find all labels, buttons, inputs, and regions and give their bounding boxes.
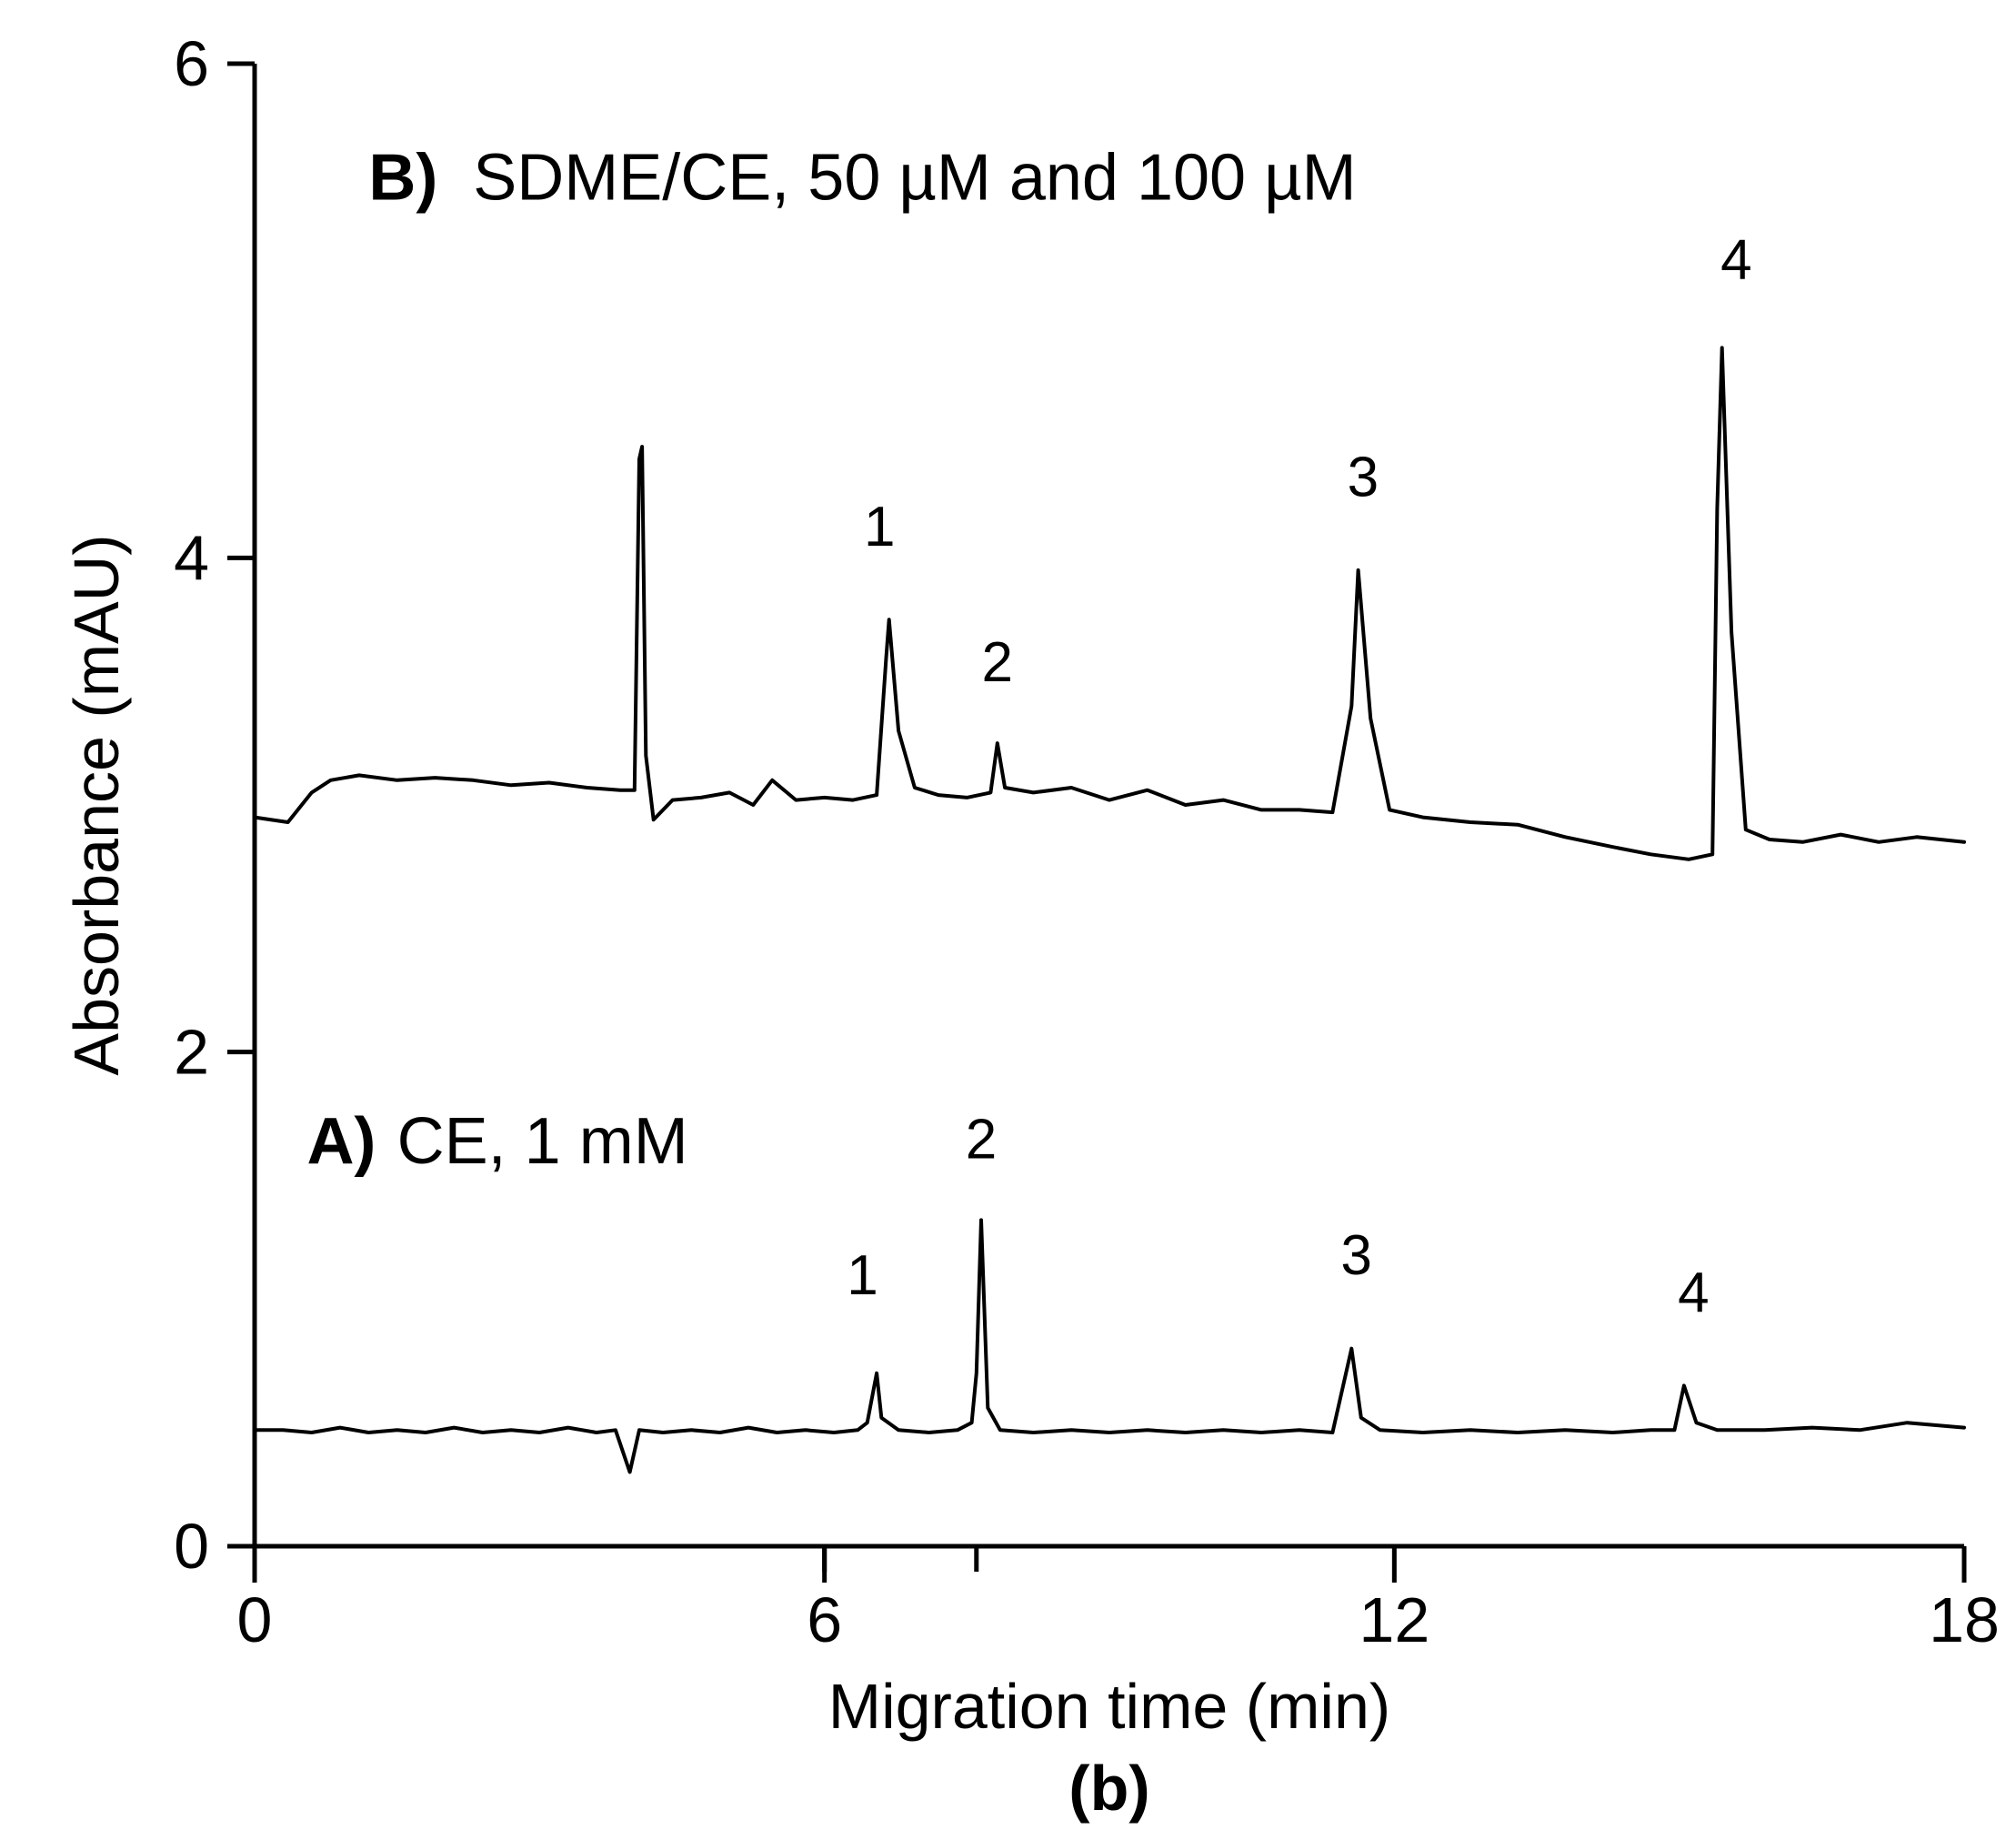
peak-label: 1 — [847, 1244, 878, 1307]
labels: 1 2 3 4 A) CE, 1 mM 1 2 3 4 B) SDME/CE, 50 µM and 1… — [306, 141, 1751, 1324]
traceB — [255, 347, 1964, 859]
axes: 0612180246Migration time (min)Absorbance… — [61, 28, 2000, 1742]
trace-label-prefix: A) — [306, 1105, 376, 1178]
peak-label: 4 — [1678, 1262, 1709, 1324]
traceA — [255, 1220, 1964, 1472]
y-tick-label: 0 — [174, 1511, 209, 1582]
peak-label: 3 — [1348, 446, 1379, 508]
chromatogram-chart: 0612180246Migration time (min)Absorbance… — [0, 0, 2016, 1840]
peak-label: 4 — [1720, 228, 1751, 291]
x-axis-label: Migration time (min) — [828, 1671, 1390, 1742]
y-tick-label: 6 — [174, 28, 209, 99]
sub-caption: (b) — [1068, 1753, 1149, 1824]
y-tick-label: 2 — [174, 1017, 209, 1088]
figure-container: 0612180246Migration time (min)Absorbance… — [0, 0, 2016, 1840]
trace-label-prefix: B) — [368, 141, 437, 214]
peak-label: 1 — [864, 496, 895, 558]
trace-label-text: SDME/CE, 50 µM and 100 µM — [473, 141, 1356, 214]
x-tick-label: 0 — [237, 1584, 273, 1655]
x-tick-label: 6 — [807, 1584, 842, 1655]
x-tick-label: 18 — [1929, 1584, 2000, 1655]
x-tick-label: 12 — [1359, 1584, 1429, 1655]
peak-label: 2 — [982, 631, 1013, 694]
peak-label: 3 — [1340, 1224, 1371, 1287]
trace-label-text: CE, 1 mM — [397, 1105, 688, 1178]
y-axis-label: Absorbance (mAU) — [61, 534, 132, 1075]
y-tick-label: 4 — [174, 522, 209, 593]
peak-label: 2 — [966, 1108, 997, 1171]
